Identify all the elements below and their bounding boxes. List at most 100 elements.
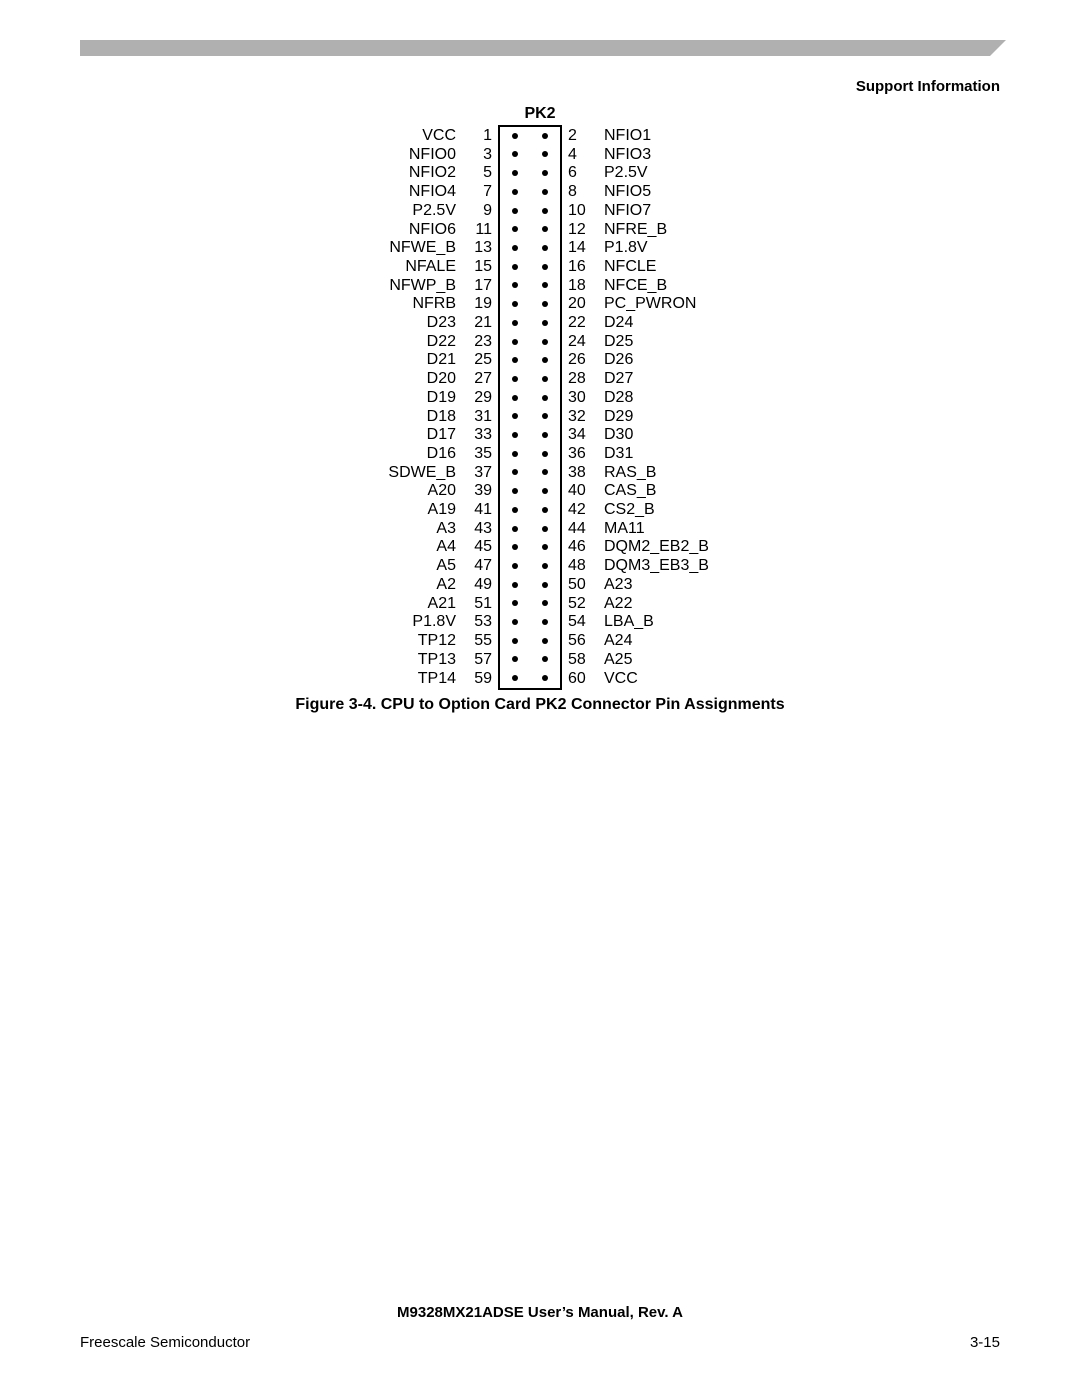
pin-dot-right	[530, 183, 561, 202]
pin-left-number: 55	[462, 632, 499, 651]
pin-dot-left	[499, 258, 530, 277]
pin-left-label: D16	[360, 445, 462, 464]
pin-left-label: D17	[360, 426, 462, 445]
pin-left-number: 7	[462, 183, 499, 202]
pin-dot-right	[530, 557, 561, 576]
pin-right-label: MA11	[598, 520, 720, 539]
pin-dot-left	[499, 164, 530, 183]
pin-left-label: A19	[360, 501, 462, 520]
pin-left-label: NFALE	[360, 258, 462, 277]
pin-row: P1.8V5354LBA_B	[360, 613, 720, 632]
pin-left-label: P2.5V	[360, 202, 462, 221]
pin-right-label: D31	[598, 445, 720, 464]
pin-dot-right	[530, 351, 561, 370]
pin-right-number: 30	[561, 389, 598, 408]
pin-left-label: SDWE_B	[360, 464, 462, 483]
pin-left-label: D19	[360, 389, 462, 408]
pin-left-label: A3	[360, 520, 462, 539]
pin-right-number: 24	[561, 333, 598, 352]
pin-row: NFIO034NFIO3	[360, 146, 720, 165]
pin-right-label: LBA_B	[598, 613, 720, 632]
pin-dot-left	[499, 576, 530, 595]
pin-dot-left	[499, 651, 530, 670]
pin-left-number: 31	[462, 408, 499, 427]
pin-right-number: 38	[561, 464, 598, 483]
pin-right-number: 54	[561, 613, 598, 632]
pin-left-number: 39	[462, 482, 499, 501]
pin-right-number: 36	[561, 445, 598, 464]
pin-left-number: 29	[462, 389, 499, 408]
pin-left-label: D20	[360, 370, 462, 389]
pin-right-label: D26	[598, 351, 720, 370]
connector-diagram: PK2 VCC12NFIO1NFIO034NFIO3NFIO256P2.5VNF…	[0, 105, 1080, 714]
pin-dot-left	[499, 595, 530, 614]
pin-left-label: NFWE_B	[360, 239, 462, 258]
pin-right-number: 6	[561, 164, 598, 183]
pin-row: NFIO256P2.5V	[360, 164, 720, 183]
pin-left-number: 17	[462, 277, 499, 296]
pin-dot-left	[499, 221, 530, 240]
connector-pin-table: VCC12NFIO1NFIO034NFIO3NFIO256P2.5VNFIO47…	[360, 125, 720, 690]
pin-right-label: NFIO3	[598, 146, 720, 165]
pin-left-label: NFIO2	[360, 164, 462, 183]
pin-left-number: 1	[462, 126, 499, 146]
pin-dot-right	[530, 202, 561, 221]
pin-right-number: 14	[561, 239, 598, 258]
pin-dot-left	[499, 239, 530, 258]
pin-left-label: A2	[360, 576, 462, 595]
pin-left-number: 49	[462, 576, 499, 595]
pin-right-number: 40	[561, 482, 598, 501]
pin-left-number: 35	[462, 445, 499, 464]
pin-right-number: 34	[561, 426, 598, 445]
pin-row: A54748DQM3_EB3_B	[360, 557, 720, 576]
pin-left-number: 13	[462, 239, 499, 258]
pin-right-label: CAS_B	[598, 482, 720, 501]
pin-dot-right	[530, 146, 561, 165]
pin-dot-right	[530, 426, 561, 445]
pin-row: D232122D24	[360, 314, 720, 333]
pin-right-number: 2	[561, 126, 598, 146]
pin-dot-left	[499, 295, 530, 314]
pin-left-label: TP13	[360, 651, 462, 670]
pin-left-label: A4	[360, 538, 462, 557]
pin-dot-left	[499, 520, 530, 539]
pin-dot-left	[499, 314, 530, 333]
pin-dot-right	[530, 258, 561, 277]
pin-row: NFRB1920PC_PWRON	[360, 295, 720, 314]
pin-dot-right	[530, 221, 561, 240]
pin-row: A194142CS2_B	[360, 501, 720, 520]
pin-left-label: NFRB	[360, 295, 462, 314]
pin-right-label: A24	[598, 632, 720, 651]
pin-left-label: NFIO4	[360, 183, 462, 202]
pin-right-label: D24	[598, 314, 720, 333]
pin-right-label: D25	[598, 333, 720, 352]
pin-left-label: D22	[360, 333, 462, 352]
pin-left-label: TP14	[360, 669, 462, 689]
pin-dot-right	[530, 333, 561, 352]
pin-row: NFIO478NFIO5	[360, 183, 720, 202]
pin-left-label: D23	[360, 314, 462, 333]
pin-dot-right	[530, 370, 561, 389]
pin-row: D222324D25	[360, 333, 720, 352]
section-header: Support Information	[856, 78, 1000, 95]
pin-left-label: D21	[360, 351, 462, 370]
pin-right-label: DQM3_EB3_B	[598, 557, 720, 576]
pin-right-label: D29	[598, 408, 720, 427]
pin-dot-right	[530, 464, 561, 483]
pin-right-label: DQM2_EB2_B	[598, 538, 720, 557]
pin-left-number: 5	[462, 164, 499, 183]
pin-left-number: 21	[462, 314, 499, 333]
pin-dot-left	[499, 277, 530, 296]
pin-right-label: CS2_B	[598, 501, 720, 520]
pin-left-label: A5	[360, 557, 462, 576]
page: Support Information PK2 VCC12NFIO1NFIO03…	[0, 0, 1080, 1397]
pin-row: TP135758A25	[360, 651, 720, 670]
pin-dot-right	[530, 613, 561, 632]
pin-row: P2.5V910NFIO7	[360, 202, 720, 221]
pin-row: D212526D26	[360, 351, 720, 370]
pin-dot-left	[499, 408, 530, 427]
pin-dot-right	[530, 632, 561, 651]
pin-dot-left	[499, 426, 530, 445]
pin-dot-right	[530, 164, 561, 183]
pin-dot-left	[499, 202, 530, 221]
